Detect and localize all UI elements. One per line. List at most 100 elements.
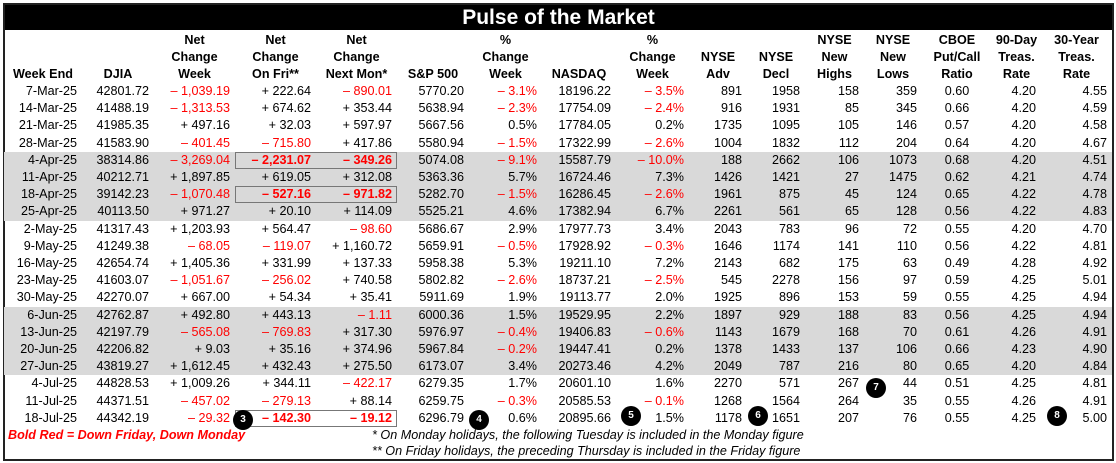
table-cell: 545: [720, 273, 742, 288]
annotation-marker: 3: [233, 410, 253, 430]
table-cell: 1.5%: [655, 410, 684, 425]
table-cell: 1.5%: [469, 306, 542, 324]
table-cell: 0.2%: [655, 118, 684, 133]
column-header-line: Lows: [876, 67, 910, 81]
column-header: Week End: [4, 31, 82, 83]
table-cell: 4.92: [1082, 256, 1107, 271]
table-cell: 188: [689, 151, 747, 170]
table-cell: – 256.02: [261, 273, 311, 288]
column-header-line: [747, 32, 805, 49]
table-cell: 65: [805, 203, 864, 221]
table-cell: – 0.6%: [616, 323, 689, 342]
table-cell: 5667.56: [418, 118, 464, 133]
column-header-line: Put/Call: [933, 50, 981, 64]
column-header-line: NYSE: [758, 50, 794, 64]
table-cell: 4.25: [1011, 290, 1036, 305]
table-cell: 0.51: [944, 376, 970, 391]
table-cell: 216: [805, 358, 864, 376]
column-header-line: Change: [252, 50, 299, 64]
table-cell: 6259.75: [418, 393, 464, 408]
column-header: Net Change On Fri**: [235, 31, 316, 83]
table-cell: 42270.07: [96, 290, 149, 305]
column-header-line: DJIA: [103, 67, 133, 81]
header-row: Week End DJIA Net Change Week Net Change On Fr…: [4, 31, 1112, 83]
column-header-line: New: [880, 50, 906, 64]
table-cell: 4.20: [992, 151, 1041, 170]
table-cell: 40113.50: [82, 203, 154, 221]
table-cell: – 9.1%: [469, 151, 542, 170]
table-cell: 5.7%: [469, 169, 542, 187]
table-cell: 0.60: [944, 84, 970, 98]
column-header-line: Week: [178, 67, 211, 81]
table-cell: 4.81: [1082, 238, 1107, 253]
table-cell: 3.4%: [655, 221, 684, 236]
table-cell: – 457.02: [180, 393, 230, 408]
table-cell: 1143: [689, 323, 747, 342]
table-row: 13-Jun-25 42197.79– 565.08– 769.83 + 317.3…: [4, 323, 1112, 342]
table-row: 16-May-25 42654.74 + 1,405.36 + 331.99 + 137…: [4, 255, 1112, 272]
column-header-line: Week End: [13, 67, 73, 81]
table-cell: – 19.12: [316, 410, 397, 427]
column-header: CBOE Put/Call Ratio: [922, 31, 992, 83]
table-cell: – 565.08: [154, 323, 235, 342]
table-row: 6-Jun-25 42762.87 + 492.80 + 443.13– 1.11 60…: [4, 306, 1112, 324]
table-cell: 4.25: [1011, 376, 1036, 391]
table-cell: 267: [837, 376, 859, 391]
column-header: DJIA: [82, 31, 154, 83]
table-cell: 19113.77: [559, 290, 611, 305]
table-cell: 39142.23: [82, 186, 154, 204]
table-cell: – 279.13: [261, 393, 311, 408]
table-cell: 783: [778, 221, 800, 236]
table-cell: + 312.08: [316, 169, 397, 187]
table-cell: + 137.33: [342, 256, 392, 271]
table-cell: 137: [805, 341, 864, 359]
table-cell: 41583.90: [96, 135, 149, 150]
table-cell: 2261: [689, 203, 747, 221]
table-cell: 4.20: [992, 358, 1041, 376]
column-header: NYSE Decl: [747, 31, 805, 83]
table-cell: 17784.05: [558, 118, 611, 133]
table-cell: + 35.16: [235, 341, 316, 359]
table-cell: 17322.99: [558, 135, 611, 150]
table-cell: 0.55: [944, 393, 970, 408]
table-cell: – 3.5%: [644, 84, 684, 98]
table-cell: 6.7%: [616, 203, 689, 221]
table-cell: 59: [902, 290, 917, 305]
table-cell: + 497.16: [180, 118, 230, 133]
table-row: 30-May-25 42270.07 + 667.00 + 54.34 + 35.41 5…: [4, 289, 1112, 306]
table-cell: 13-Jun-25: [4, 323, 82, 342]
table-cell: – 29.32: [187, 410, 230, 425]
table-cell: 41985.35: [96, 118, 149, 133]
table-cell: – 3.1%: [497, 84, 537, 98]
table-cell: + 432.43: [235, 358, 316, 376]
table-cell: 4.25: [1011, 273, 1036, 288]
table-cell: 20585.53: [558, 393, 611, 408]
column-header: NYSE Adv: [689, 31, 747, 83]
table-cell: 35: [902, 393, 917, 408]
table-row: 7-Mar-25 42801.72 – 1,039.19 + 222.64 – 890.…: [4, 83, 1112, 100]
footnote-monday: * On Monday holidays, the following Tues…: [372, 428, 804, 442]
table-frame: [3, 3, 1114, 461]
table-cell: 4.6%: [469, 203, 542, 221]
table-cell: 0.66: [922, 341, 992, 359]
table-cell: + 1,612.45: [154, 358, 235, 376]
table-cell: 4.2%: [616, 358, 689, 376]
table-cell: 11-Jul-25: [25, 393, 77, 408]
table-cell: 0.62: [922, 169, 992, 187]
table-cell: – 142.30: [235, 410, 316, 427]
table-cell: – 0.4%: [469, 323, 542, 342]
column-header-line: Week: [636, 67, 669, 81]
table-cell: 787: [747, 358, 805, 376]
column-header-line: Rate: [1062, 67, 1091, 81]
table-cell: + 417.86: [342, 135, 392, 150]
table-cell: 1.9%: [508, 290, 537, 305]
table-cell: + 344.11: [262, 376, 311, 391]
column-header-line: %: [646, 33, 659, 47]
table-cell: 16-May-25: [16, 256, 77, 271]
table-cell: 0.6%: [508, 410, 537, 425]
table-cell: 80: [864, 358, 922, 376]
table-cell: 158: [837, 84, 859, 98]
table-cell: 83: [864, 306, 922, 324]
table-cell: 106: [805, 151, 864, 170]
table-cell: 6279.35: [418, 376, 464, 391]
